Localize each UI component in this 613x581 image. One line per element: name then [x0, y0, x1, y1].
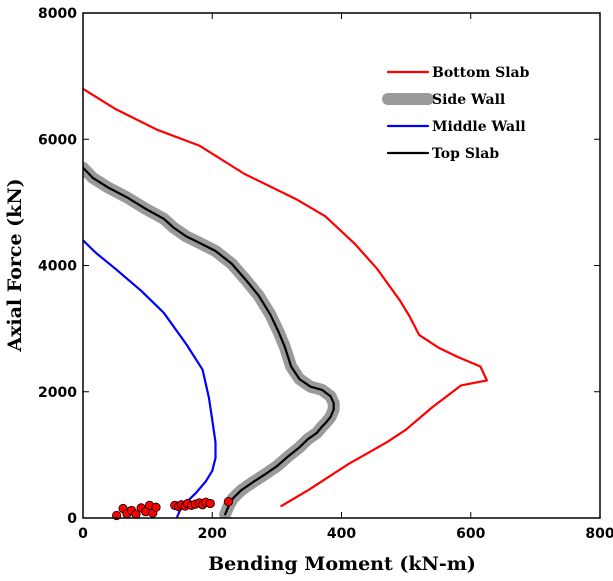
- x-tick-label: 400: [327, 526, 356, 542]
- data-point: [205, 498, 215, 509]
- legend-label-top-slab: Top Slab: [432, 146, 499, 162]
- x-axis-title: Bending Moment (kN-m): [208, 553, 476, 575]
- series-side-wall-line: [83, 161, 340, 518]
- legend: Bottom Slab Side Wall Middle Wall Top Slab: [382, 65, 530, 162]
- x-tick-label: 800: [585, 526, 613, 542]
- x-tick-label: 200: [198, 526, 227, 542]
- series-middle-wall-line: [83, 239, 217, 518]
- legend-label-bottom-slab: Bottom Slab: [432, 65, 530, 81]
- y-tick-label: 2000: [38, 385, 77, 401]
- legend-label-side-wall: Side Wall: [432, 92, 505, 108]
- y-tick-label: 6000: [38, 132, 77, 148]
- series-top-slab-line: [83, 166, 335, 516]
- data-point: [223, 496, 234, 507]
- y-tick-label: 8000: [38, 6, 77, 22]
- series-bottom-slab-line: [83, 87, 488, 508]
- y-tick-label: 4000: [38, 259, 77, 275]
- data-point: [151, 502, 161, 512]
- y-axis-title: Axial Force (kN): [4, 178, 26, 352]
- y-tick-label: 0: [67, 511, 77, 527]
- x-tick-label: 0: [78, 526, 88, 542]
- plot-frame: [82, 12, 601, 519]
- legend-label-middle-wall: Middle Wall: [432, 119, 526, 135]
- series-layer: [83, 87, 488, 518]
- x-tick-label: 600: [456, 526, 485, 542]
- marker-layer: [112, 496, 234, 521]
